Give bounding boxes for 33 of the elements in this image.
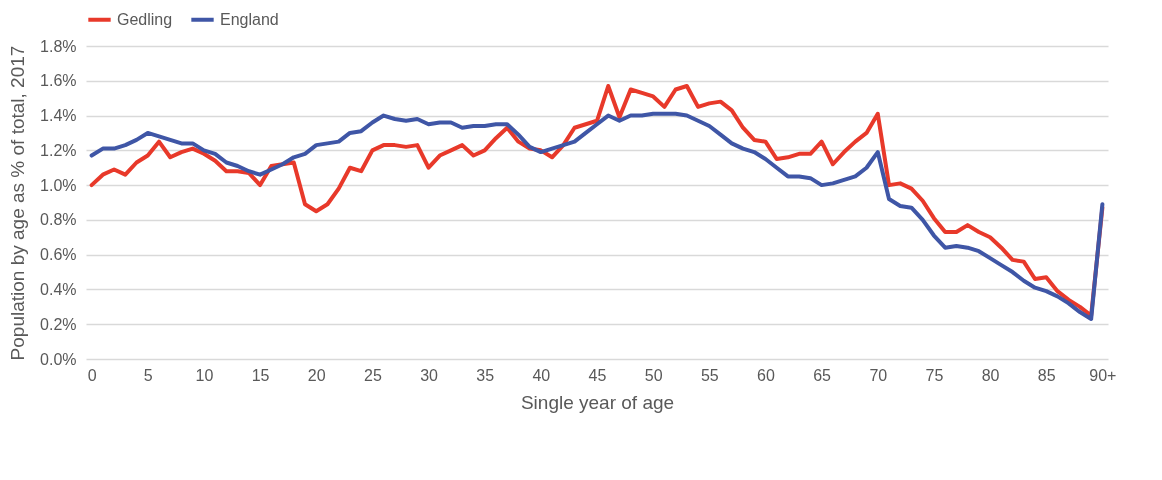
y-tick-label: 1.0% (40, 176, 77, 194)
x-tick-label: 70 (869, 366, 888, 384)
x-tick-label: 5 (143, 366, 153, 384)
y-tick-label: 0.0% (40, 350, 77, 368)
x-tick-label: 85 (1037, 366, 1056, 384)
y-tick-label: 1.4% (40, 107, 77, 125)
x-tick-label: 35 (476, 366, 495, 384)
x-tick-label: 30 (420, 366, 439, 384)
x-tick-label: 50 (644, 366, 663, 384)
legend-label: England (220, 10, 279, 28)
x-tick-label: 20 (307, 366, 326, 384)
x-tick-label: 65 (813, 366, 832, 384)
y-axis-title: Population by age as % of total, 2017 (7, 45, 29, 361)
x-tick-label: 45 (588, 366, 607, 384)
x-tick-label: 60 (757, 366, 775, 384)
y-tick-label: 0.6% (40, 246, 77, 264)
x-axis-title: Single year of age (520, 391, 675, 413)
y-tick-label: 0.4% (40, 280, 77, 298)
y-tick-label: 1.8% (40, 37, 77, 55)
y-tick-label: 0.2% (40, 315, 77, 333)
legend-label: Gedling (117, 10, 173, 28)
y-tick-label: 1.6% (40, 72, 77, 90)
x-tick-label: 40 (532, 366, 551, 384)
x-tick-label: 75 (925, 366, 944, 384)
x-tick-label: 0 (87, 366, 97, 384)
x-tick-label: 25 (363, 366, 382, 384)
x-tick-label: 90+ (1089, 366, 1117, 384)
y-tick-label: 0.8% (40, 211, 77, 229)
x-tick-label: 10 (195, 366, 214, 384)
x-tick-label: 55 (700, 366, 719, 384)
x-tick-label: 15 (251, 366, 270, 384)
y-tick-label: 1.2% (40, 141, 77, 159)
x-tick-label: 80 (981, 366, 1000, 384)
